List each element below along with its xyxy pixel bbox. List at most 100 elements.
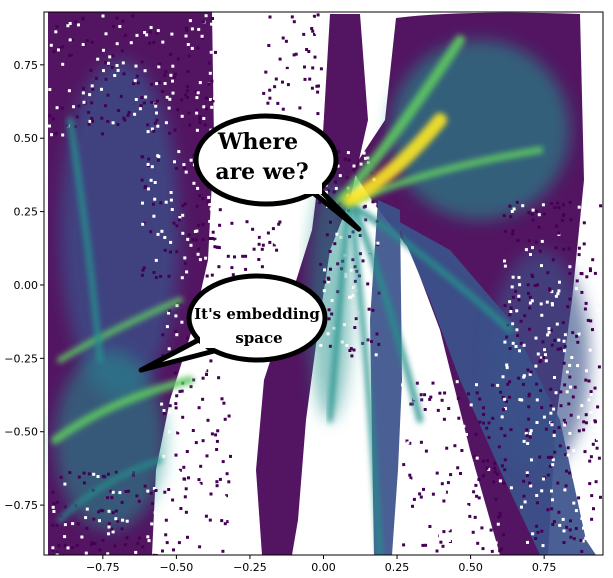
density-speckle bbox=[169, 240, 173, 244]
density-speckle bbox=[288, 57, 292, 61]
density-speckle bbox=[273, 85, 277, 89]
density-speckle bbox=[102, 69, 105, 73]
density-speckle bbox=[469, 403, 473, 407]
density-speckle bbox=[186, 336, 190, 340]
density-speckle bbox=[503, 340, 507, 344]
density-speckle bbox=[550, 423, 554, 427]
density-speckle bbox=[152, 553, 156, 555]
density-speckle bbox=[155, 31, 159, 35]
density-speckle bbox=[515, 200, 519, 204]
density-speckle bbox=[567, 247, 571, 251]
density-speckle bbox=[461, 439, 465, 443]
density-speckle bbox=[183, 202, 187, 206]
density-speckle bbox=[267, 44, 271, 47]
density-speckle bbox=[186, 89, 189, 93]
density-speckle bbox=[90, 543, 94, 547]
density-speckle bbox=[588, 348, 592, 352]
density-speckle bbox=[205, 274, 209, 278]
density-speckle bbox=[87, 110, 91, 114]
density-speckle bbox=[557, 289, 561, 293]
density-speckle bbox=[215, 269, 219, 273]
density-speckle bbox=[530, 212, 534, 216]
density-speckle bbox=[92, 472, 96, 476]
density-speckle bbox=[207, 195, 211, 199]
density-speckle bbox=[217, 18, 221, 22]
x-tick-label: −0.25 bbox=[233, 561, 267, 574]
density-speckle bbox=[311, 66, 315, 70]
density-speckle bbox=[202, 105, 206, 109]
density-speckle bbox=[593, 429, 596, 433]
density-speckle bbox=[596, 308, 600, 312]
density-speckle bbox=[566, 305, 570, 309]
density-speckle bbox=[227, 480, 231, 484]
density-speckle bbox=[209, 98, 212, 101]
density-speckle bbox=[220, 397, 224, 401]
density-speckle bbox=[546, 508, 550, 512]
density-speckle bbox=[61, 45, 65, 49]
density-speckle bbox=[207, 82, 211, 86]
density-speckle bbox=[81, 16, 85, 20]
density-speckle bbox=[81, 86, 85, 90]
density-speckle bbox=[550, 343, 554, 347]
density-speckle bbox=[534, 240, 538, 244]
density-speckle bbox=[215, 448, 219, 451]
density-speckle bbox=[141, 222, 145, 226]
density-speckle bbox=[219, 220, 223, 224]
density-streak bbox=[327, 202, 351, 423]
density-speckle bbox=[451, 521, 455, 525]
density-speckle bbox=[348, 235, 352, 239]
density-speckle bbox=[508, 313, 512, 317]
density-speckle bbox=[211, 99, 215, 103]
density-speckle bbox=[197, 478, 201, 482]
density-speckle bbox=[152, 487, 156, 490]
density-speckle bbox=[524, 248, 528, 252]
density-speckle bbox=[313, 32, 316, 36]
density-speckle bbox=[371, 308, 375, 312]
density-speckle bbox=[194, 238, 198, 242]
density-speckle bbox=[503, 458, 507, 462]
density-speckle bbox=[590, 494, 594, 498]
density-speckle bbox=[107, 61, 110, 65]
density-speckle bbox=[465, 505, 469, 509]
density-speckle bbox=[209, 207, 213, 211]
density-speckle bbox=[101, 538, 105, 542]
density-speckle bbox=[597, 365, 601, 369]
density-speckle bbox=[208, 219, 212, 223]
density-speckle bbox=[556, 481, 560, 485]
density-speckle bbox=[127, 489, 130, 493]
density-speckle bbox=[189, 385, 193, 389]
density-speckle bbox=[200, 402, 204, 406]
density-speckle bbox=[100, 87, 103, 91]
density-speckle bbox=[63, 535, 67, 539]
density-speckle bbox=[322, 289, 326, 293]
density-speckle bbox=[186, 85, 189, 88]
density-speckle bbox=[198, 194, 202, 198]
density-speckle bbox=[522, 375, 526, 379]
density-speckle bbox=[459, 472, 462, 475]
density-speckle bbox=[408, 473, 412, 477]
density-speckle bbox=[352, 164, 356, 168]
density-speckle bbox=[426, 479, 430, 483]
density-speckle bbox=[471, 530, 475, 534]
density-speckle bbox=[361, 356, 365, 360]
speech-bubble-seam bbox=[200, 334, 222, 348]
density-speckle bbox=[521, 204, 525, 208]
density-speckle bbox=[516, 239, 520, 243]
density-speckle bbox=[526, 442, 530, 445]
density-speckle bbox=[135, 74, 139, 78]
density-speckle bbox=[201, 397, 205, 401]
density-speckle bbox=[504, 407, 507, 411]
density-speckle bbox=[161, 333, 165, 337]
density-speckle bbox=[587, 379, 591, 383]
density-speckle bbox=[244, 267, 248, 271]
density-speckle bbox=[209, 359, 213, 363]
density-speckle bbox=[366, 282, 370, 286]
density-speckle bbox=[278, 220, 282, 224]
density-speckle bbox=[424, 449, 428, 453]
density-speckle bbox=[262, 83, 265, 87]
density-speckle bbox=[540, 313, 544, 317]
density-speckle bbox=[150, 82, 153, 86]
density-speckle bbox=[549, 411, 553, 415]
density-speckle bbox=[539, 302, 543, 306]
